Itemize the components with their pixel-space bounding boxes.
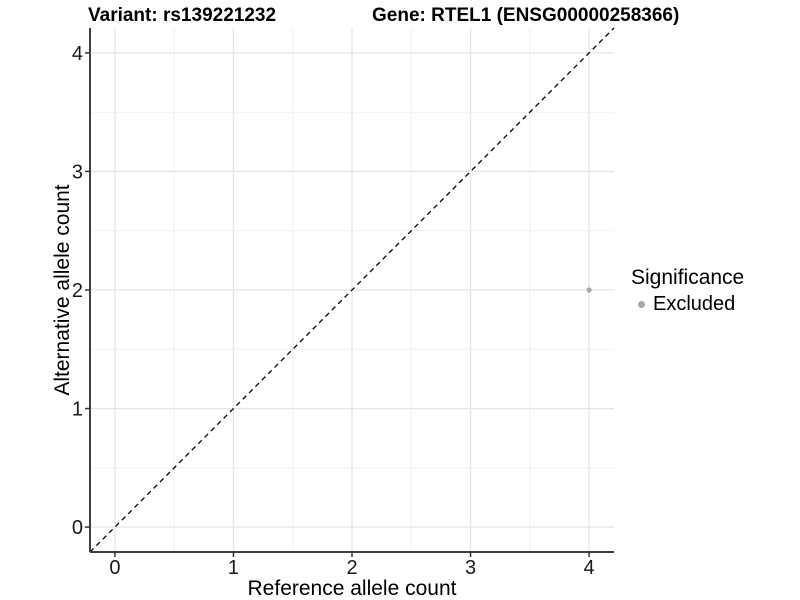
identity-line <box>89 27 615 553</box>
y-tick-label: 4 <box>72 43 83 65</box>
legend-point-icon <box>637 301 645 308</box>
y-tick-label: 0 <box>72 517 83 539</box>
legend-title: Significance <box>631 266 745 289</box>
data-point <box>586 287 592 293</box>
legend-item-excluded: Excluded <box>630 293 744 316</box>
x-tick-label: 4 <box>584 557 595 579</box>
x-axis-title: Reference allele count <box>247 577 457 600</box>
x-tick-label: 1 <box>228 557 239 579</box>
x-tick-label: 0 <box>109 557 120 579</box>
legend: Significance Excluded <box>630 266 744 316</box>
y-tick-label: 3 <box>72 161 83 183</box>
x-tick-label: 2 <box>346 557 357 579</box>
x-tick-label: 3 <box>465 557 476 579</box>
y-tick-label: 1 <box>72 399 83 421</box>
y-tick-label: 2 <box>72 280 83 302</box>
y-axis-title: Alternative allele count <box>51 184 74 396</box>
legend-item-label: Excluded <box>653 293 736 315</box>
plot-title-gene: Gene: RTEL1 (ENSG00000258366) <box>372 5 680 26</box>
legend-key <box>630 294 652 316</box>
plot-title-variant: Variant: rs139221232 <box>88 5 277 26</box>
